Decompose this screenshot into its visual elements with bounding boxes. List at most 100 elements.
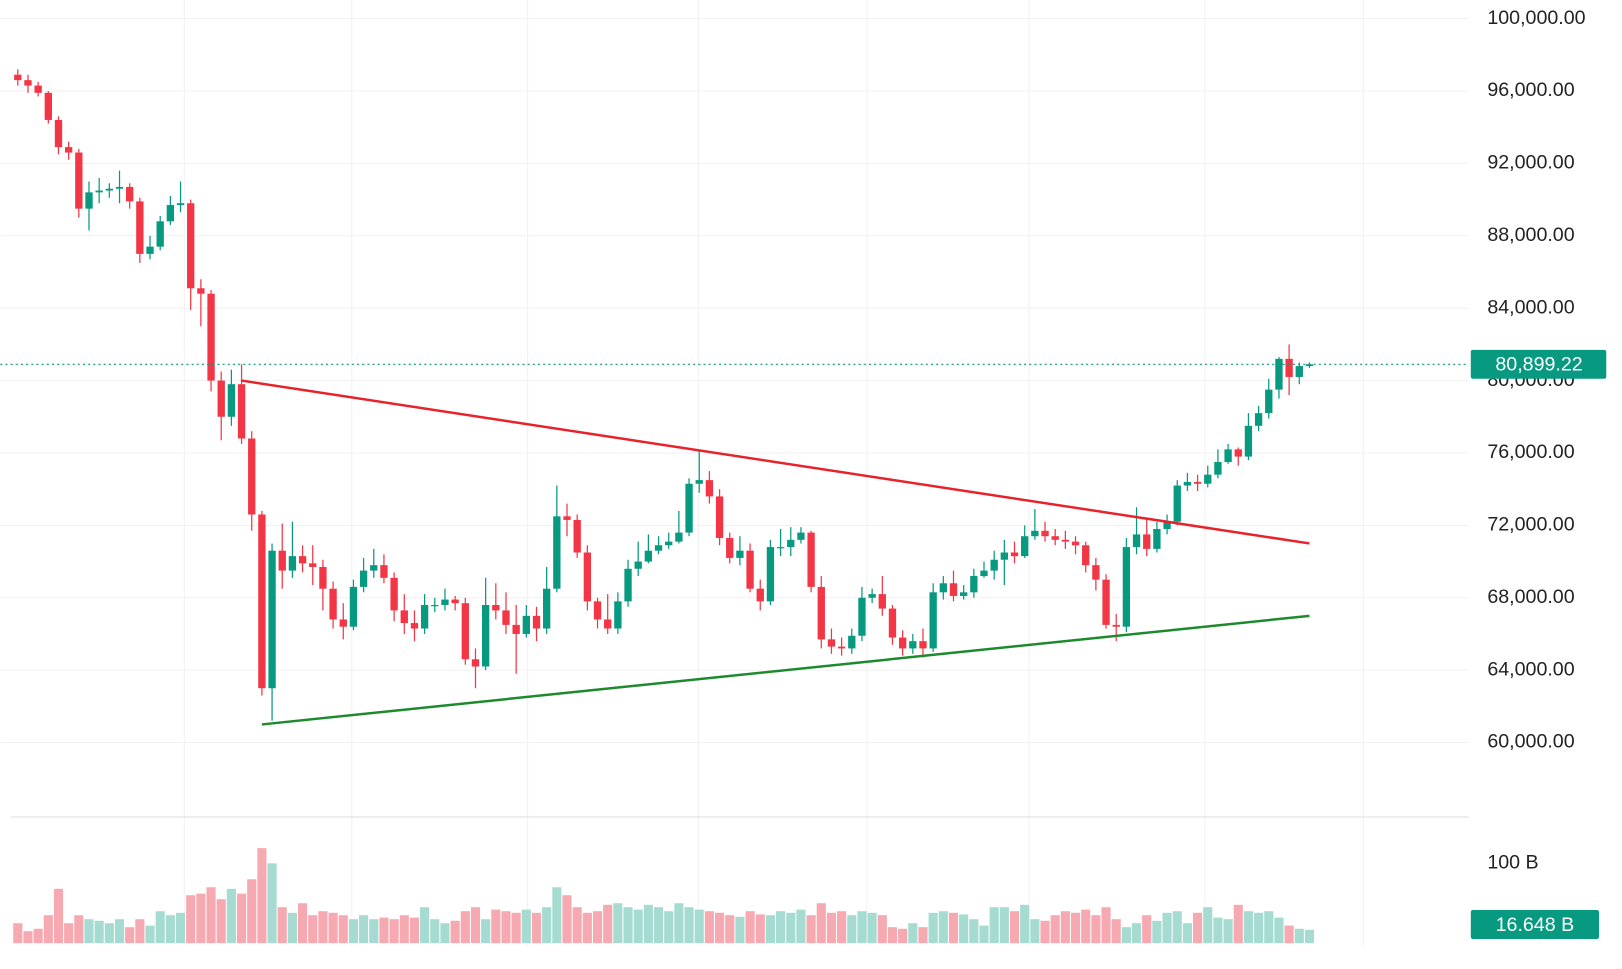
y-tick-label: 72,000.00 — [1487, 514, 1574, 536]
volume-bar — [857, 911, 867, 944]
candle-body — [553, 516, 561, 589]
volume-bar — [572, 907, 582, 944]
candle-body — [787, 539, 795, 548]
volume-bar — [908, 923, 918, 944]
volume-bar — [1070, 912, 1081, 944]
candle-body — [522, 615, 530, 634]
candle-body — [227, 384, 236, 417]
volume-bar — [1111, 919, 1121, 944]
volume-bar — [837, 911, 847, 944]
candle-body — [268, 550, 276, 689]
candle-body — [481, 604, 490, 667]
volume-tick-label: 100 B — [1487, 851, 1538, 873]
candle-body — [319, 566, 327, 589]
candle-body — [420, 604, 429, 629]
volume-bar — [806, 915, 816, 944]
volume-bar — [877, 915, 887, 944]
volume-bar — [1213, 917, 1223, 944]
volume-bar — [399, 915, 409, 944]
candle-body — [451, 599, 459, 604]
candle-body — [1214, 462, 1222, 475]
volume-bar — [1162, 912, 1172, 944]
volume-bar — [470, 907, 481, 944]
candle-body — [837, 646, 846, 649]
volume-bar — [969, 919, 979, 944]
candle-body — [736, 550, 744, 558]
candle-body — [919, 641, 927, 649]
candle-body — [898, 637, 907, 649]
candle-body — [1082, 545, 1090, 566]
candle-body — [939, 583, 947, 593]
volume-bar — [379, 917, 389, 944]
volume-bar — [531, 912, 542, 944]
volume-bar — [847, 915, 857, 944]
candle-body — [512, 624, 520, 634]
candle-body — [309, 563, 317, 567]
candle-body — [431, 604, 439, 607]
last-volume-box — [1470, 910, 1600, 940]
candle-body — [75, 152, 83, 209]
candle-body — [543, 588, 551, 629]
candle-body — [359, 570, 368, 587]
candle-body — [868, 594, 876, 598]
candle-body — [1183, 481, 1192, 486]
volume-bar — [165, 915, 175, 944]
volume-bar — [664, 911, 674, 944]
volume-bar — [1091, 915, 1101, 944]
candle-body — [1295, 366, 1303, 377]
candle-body — [624, 568, 632, 602]
candle-body — [888, 608, 897, 638]
volume-bar — [74, 915, 84, 944]
candle-body — [614, 601, 622, 629]
candle-body — [593, 601, 602, 620]
candle-body — [410, 623, 419, 629]
volume-bar — [796, 909, 806, 944]
candle-body — [746, 550, 754, 589]
volume-bar — [287, 912, 297, 944]
candle-body — [827, 639, 836, 647]
candle-body — [807, 532, 815, 587]
volume-bar — [745, 911, 755, 944]
candle-body — [441, 599, 449, 605]
candle-body — [1234, 449, 1242, 457]
candle-body — [136, 201, 144, 254]
volume-bar — [206, 887, 216, 944]
volume-bar — [755, 914, 765, 944]
volume-bar — [196, 893, 206, 944]
candle-body — [1254, 413, 1263, 426]
volume-bar — [328, 912, 338, 944]
candle-body — [349, 586, 358, 627]
candle-body — [1092, 565, 1100, 580]
volume-bar — [562, 895, 572, 944]
volume-bar — [918, 927, 928, 944]
candle-body — [207, 293, 215, 381]
candle-body — [95, 190, 103, 193]
candle-body — [105, 188, 114, 191]
y-tick-label: 76,000.00 — [1487, 441, 1574, 463]
volume-bar — [715, 912, 725, 944]
volume-bar — [389, 919, 399, 944]
candle-body — [644, 550, 653, 562]
candle-body — [980, 570, 988, 577]
volume-bar — [653, 907, 664, 944]
y-tick-label: 68,000.00 — [1487, 586, 1574, 608]
candle-body — [858, 597, 866, 636]
volume-bar — [765, 915, 775, 944]
y-tick-label: 64,000.00 — [1487, 658, 1574, 680]
candle-body — [492, 604, 500, 611]
candle-body — [126, 186, 134, 202]
volume-bar — [135, 919, 145, 944]
volume-bar — [511, 912, 521, 944]
volume-bar — [247, 879, 257, 944]
candle-body — [400, 610, 408, 624]
candle-body — [960, 592, 968, 596]
candle-body — [1143, 534, 1151, 549]
volume-bar — [704, 911, 714, 944]
volume-bar — [175, 912, 186, 944]
volume-bar — [298, 903, 308, 944]
volume-bar — [257, 848, 267, 944]
candle-body — [1051, 536, 1059, 540]
volume-bar — [94, 920, 104, 944]
candle-body — [573, 519, 581, 553]
candle-body — [949, 583, 958, 596]
